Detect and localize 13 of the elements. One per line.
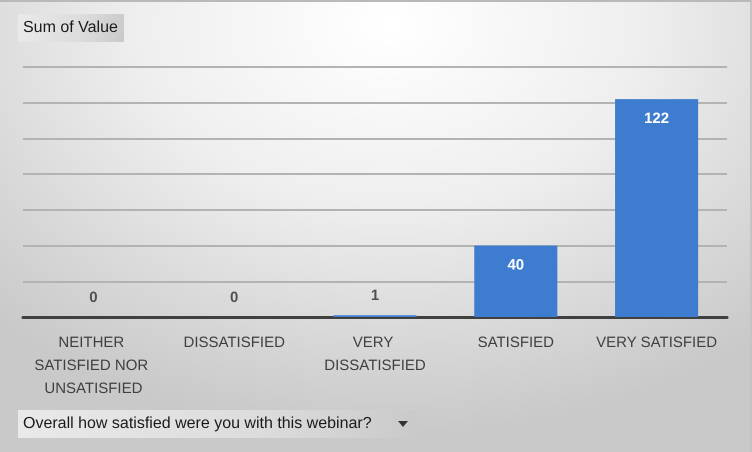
- data-label: 122: [644, 110, 670, 128]
- x-axis-title: Overall how satisfied were you with this webinar?: [23, 415, 372, 433]
- y-axis-title: Sum of Value: [23, 19, 118, 37]
- field-button: Sum of Value: [18, 14, 124, 42]
- data-label: 1: [370, 287, 380, 304]
- x-tick-label: VERY DISSATISFIED: [324, 334, 426, 374]
- x-tick-label: VERY SATISFIED: [596, 334, 718, 351]
- x-tick-label: SATISFIED: [478, 334, 554, 351]
- x-tick-label: DISSATISFIED: [183, 334, 286, 351]
- data-label: 0: [89, 289, 98, 306]
- data-label: 40: [507, 256, 524, 274]
- x-tick-label: NEITHER SATISFIED NOR UNSATISFIED: [34, 334, 152, 397]
- data-label: 0: [230, 289, 238, 306]
